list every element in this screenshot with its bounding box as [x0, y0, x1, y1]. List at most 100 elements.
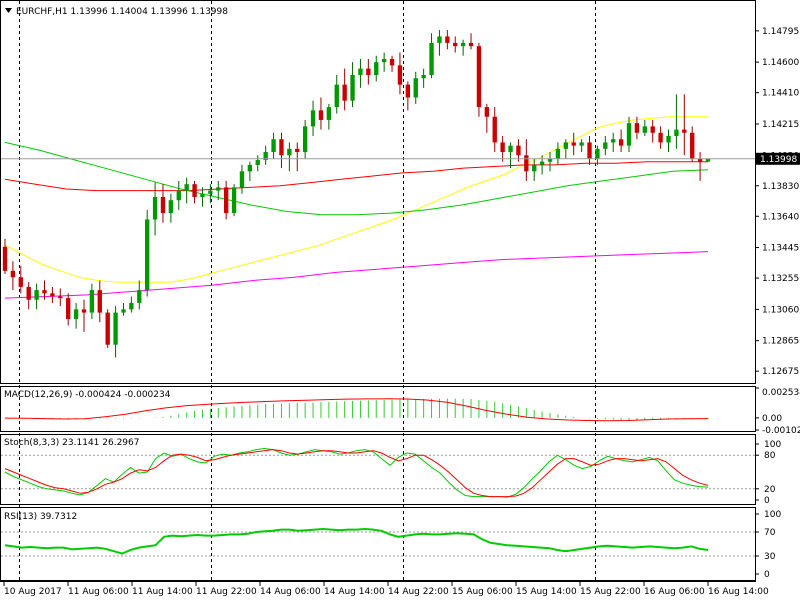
- time-tick-label: 11 Aug 14:00: [132, 587, 193, 597]
- candle-body: [168, 200, 174, 214]
- candle: [634, 116, 640, 140]
- candle: [674, 94, 679, 149]
- candle-body: [42, 290, 47, 294]
- candle: [121, 302, 126, 316]
- moving-average-overlays: [4, 116, 709, 299]
- candle-body: [579, 142, 584, 146]
- candle: [247, 161, 253, 181]
- candle: [555, 142, 561, 165]
- time-tick-label: 15 Aug 22:00: [580, 587, 641, 597]
- candle-body: [650, 126, 655, 133]
- candle-body: [271, 139, 276, 153]
- candle-body: [50, 293, 55, 297]
- candle-body: [429, 42, 434, 75]
- candle: [89, 283, 95, 319]
- candle: [453, 36, 458, 53]
- time-tick-label: 16 Aug 14:00: [708, 587, 769, 597]
- price-tick-label: 1.12865: [762, 337, 799, 347]
- candle-body: [81, 309, 87, 313]
- candle-body: [468, 42, 474, 47]
- candle-body: [611, 139, 616, 143]
- candle-body: [18, 277, 23, 287]
- price-tick-label: 1.13445: [762, 244, 799, 254]
- candle: [50, 286, 55, 303]
- candle: [279, 132, 284, 169]
- rsi-tick-label: 70: [764, 528, 776, 538]
- candle: [650, 119, 655, 143]
- candle: [484, 103, 490, 133]
- candle: [66, 293, 71, 326]
- candle-body: [192, 184, 197, 197]
- candle-body: [89, 290, 95, 313]
- candle: [200, 187, 205, 207]
- candle: [618, 129, 624, 153]
- candle: [492, 107, 497, 153]
- candle: [184, 177, 189, 204]
- candle: [500, 136, 505, 162]
- candle: [381, 52, 387, 72]
- price-tick-label: 1.14410: [762, 89, 799, 99]
- candle-body: [413, 78, 418, 98]
- price-tick-label: 1.14215: [762, 120, 799, 130]
- price-pane-frame: [0, 0, 756, 384]
- candle-body: [231, 187, 237, 214]
- candle: [658, 126, 663, 149]
- candle-body: [374, 62, 379, 75]
- candle: [18, 266, 23, 294]
- candle-body: [484, 107, 490, 117]
- candle: [310, 100, 316, 136]
- candle: [697, 152, 703, 181]
- candle: [429, 33, 434, 79]
- macd-tick-label: 0.002534: [762, 388, 800, 398]
- candle: [97, 280, 102, 323]
- time-tick-label: 14 Aug 14:00: [324, 587, 385, 597]
- candle: [350, 62, 355, 108]
- candle: [571, 132, 576, 156]
- candle-body: [2, 246, 8, 271]
- candle: [81, 299, 87, 332]
- time-tick-label: 14 Aug 22:00: [388, 587, 449, 597]
- candlesticks: [2, 30, 711, 358]
- price-tick-label: 1.14600: [762, 58, 799, 68]
- candle: [26, 282, 31, 310]
- stoch-tick-label: 80: [764, 451, 776, 461]
- macd-histogram: [4, 398, 709, 420]
- rsi-tick-label: 100: [764, 510, 781, 520]
- candle-body: [492, 116, 497, 143]
- rsi-pane-frame: [0, 507, 756, 581]
- candle-body: [137, 290, 142, 303]
- candle-body: [397, 65, 403, 85]
- candle: [476, 42, 482, 117]
- candle: [231, 184, 237, 217]
- candle-body: [350, 75, 355, 101]
- candle: [508, 142, 513, 169]
- candle: [547, 152, 553, 172]
- candle: [374, 55, 379, 82]
- candle: [611, 132, 616, 153]
- candle: [271, 132, 276, 159]
- candle-body: [358, 68, 363, 75]
- macd-signal-line: [4, 398, 709, 422]
- candle: [524, 139, 529, 181]
- candle: [73, 302, 79, 329]
- last-price-label: 1.13998: [760, 155, 797, 165]
- stoch-main-line: [4, 447, 709, 498]
- candle-body: [445, 36, 450, 43]
- candle-body: [113, 312, 118, 345]
- candle-body: [705, 158, 711, 162]
- candle-body: [334, 84, 339, 108]
- rsi-axis: 100 70 30 0: [756, 510, 781, 580]
- time-tick-label: 10 Aug 2017: [4, 587, 62, 597]
- candle-body: [287, 148, 292, 156]
- candle-body: [34, 290, 39, 300]
- candle: [58, 288, 63, 307]
- stoch-tick-label: 20: [764, 485, 776, 495]
- candle: [421, 68, 426, 88]
- candle-body: [310, 110, 316, 127]
- candle: [318, 97, 324, 130]
- candle-body: [642, 126, 647, 133]
- candle: [460, 39, 466, 56]
- candle: [642, 119, 647, 136]
